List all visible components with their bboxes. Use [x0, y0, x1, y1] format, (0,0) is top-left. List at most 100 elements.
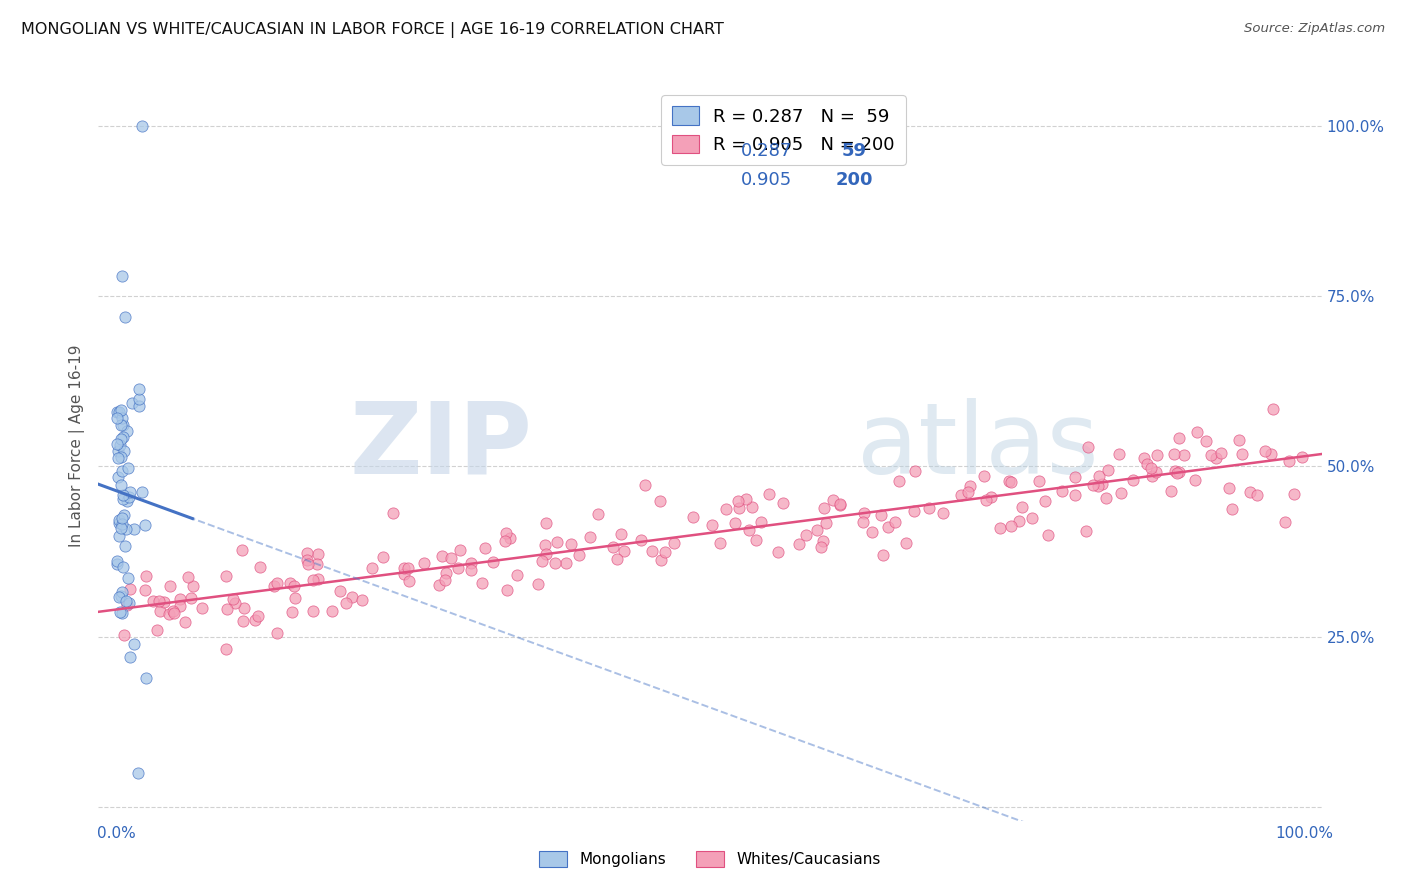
- Point: [1144, 465, 1167, 479]
- Point: [131, 484, 153, 499]
- Point: [1011, 500, 1033, 514]
- Text: MONGOLIAN VS WHITE/CAUCASIAN IN LABOR FORCE | AGE 16-19 CORRELATION CHART: MONGOLIAN VS WHITE/CAUCASIAN IN LABOR FO…: [21, 22, 724, 38]
- Point: [872, 548, 894, 562]
- Text: ZIP: ZIP: [350, 398, 533, 494]
- Point: [110, 477, 132, 491]
- Point: [340, 590, 363, 604]
- Point: [586, 507, 609, 521]
- Point: [662, 536, 685, 550]
- Point: [1146, 448, 1168, 462]
- Point: [120, 650, 142, 665]
- Point: [1008, 514, 1031, 528]
- Point: [1108, 447, 1130, 461]
- Point: [1199, 448, 1222, 462]
- Point: [107, 450, 129, 465]
- Point: [148, 604, 170, 618]
- Point: [815, 516, 838, 530]
- Text: 200: 200: [835, 170, 873, 189]
- Point: [918, 500, 941, 515]
- Point: [148, 594, 170, 608]
- Point: [997, 475, 1019, 489]
- Point: [112, 488, 135, 502]
- Point: [243, 613, 266, 627]
- Point: [932, 506, 955, 520]
- Point: [118, 582, 141, 596]
- Point: [828, 498, 851, 512]
- Point: [394, 561, 416, 575]
- Point: [111, 517, 134, 532]
- Point: [266, 575, 288, 590]
- Point: [884, 515, 907, 529]
- Point: [530, 554, 553, 568]
- Point: [427, 578, 450, 592]
- Point: [526, 576, 548, 591]
- Point: [1038, 528, 1060, 542]
- Point: [177, 570, 200, 584]
- Point: [609, 527, 631, 541]
- Point: [724, 516, 747, 530]
- Point: [371, 550, 394, 565]
- Point: [112, 559, 135, 574]
- Point: [107, 529, 129, 543]
- Point: [1140, 461, 1163, 475]
- Point: [1195, 434, 1218, 448]
- Point: [111, 268, 134, 283]
- Point: [120, 484, 142, 499]
- Point: [112, 444, 135, 458]
- Point: [1278, 454, 1301, 468]
- Point: [111, 429, 134, 443]
- Point: [107, 410, 129, 425]
- Point: [860, 525, 883, 540]
- Point: [128, 400, 150, 414]
- Point: [449, 542, 471, 557]
- Point: [1209, 446, 1232, 460]
- Point: [1239, 485, 1261, 500]
- Point: [1218, 482, 1240, 496]
- Point: [169, 599, 191, 613]
- Point: [810, 540, 832, 554]
- Point: [112, 508, 135, 522]
- Point: [434, 566, 457, 580]
- Point: [766, 545, 789, 559]
- Point: [828, 497, 851, 511]
- Legend: Mongolians, Whites/Caucasians: Mongolians, Whites/Caucasians: [533, 845, 887, 873]
- Point: [142, 594, 165, 608]
- Point: [159, 579, 181, 593]
- Point: [107, 405, 129, 419]
- Point: [392, 567, 415, 582]
- Point: [1227, 434, 1250, 448]
- Text: 59: 59: [842, 142, 868, 160]
- Point: [110, 605, 132, 619]
- Text: atlas: atlas: [856, 398, 1098, 494]
- Point: [852, 507, 875, 521]
- Point: [560, 537, 582, 551]
- Point: [734, 492, 756, 507]
- Point: [806, 523, 828, 537]
- Point: [852, 515, 875, 529]
- Point: [222, 592, 245, 607]
- Point: [217, 602, 239, 616]
- Point: [460, 563, 482, 577]
- Point: [728, 501, 751, 516]
- Point: [894, 535, 917, 549]
- Point: [181, 579, 204, 593]
- Point: [214, 641, 236, 656]
- Point: [117, 571, 139, 585]
- Point: [121, 396, 143, 410]
- Point: [727, 493, 749, 508]
- Point: [112, 492, 135, 507]
- Point: [606, 552, 628, 566]
- Point: [903, 464, 925, 478]
- Point: [114, 310, 136, 324]
- Point: [482, 555, 505, 569]
- Point: [231, 542, 253, 557]
- Point: [329, 584, 352, 599]
- Point: [474, 541, 496, 555]
- Point: [350, 592, 373, 607]
- Point: [1077, 440, 1099, 454]
- Point: [1087, 479, 1109, 493]
- Point: [1081, 478, 1104, 492]
- Point: [111, 606, 134, 620]
- Point: [111, 585, 134, 599]
- Point: [641, 544, 664, 558]
